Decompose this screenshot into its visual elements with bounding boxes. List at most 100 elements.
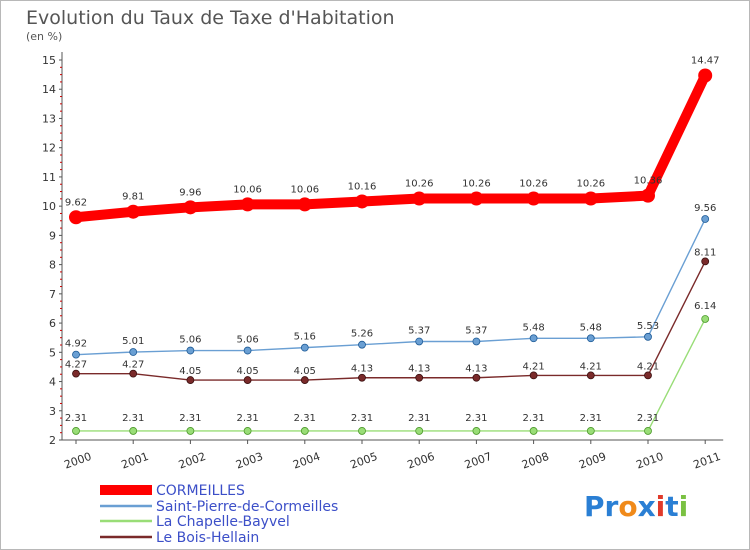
legend-label: Saint-Pierre-de-Cormeilles (156, 499, 338, 515)
x-tick-label: 2006 (406, 450, 437, 472)
data-label: 2.31 (122, 413, 144, 424)
data-point (644, 427, 652, 435)
data-label: 10.26 (405, 179, 434, 190)
x-tick-label: 2002 (177, 450, 208, 472)
data-label: 10.36 (634, 176, 663, 187)
data-label: 2.31 (522, 413, 544, 424)
data-label: 5.06 (236, 335, 258, 346)
data-point (412, 191, 427, 206)
y-tick-label: 5 (49, 346, 56, 359)
y-tick-label: 4 (49, 376, 56, 389)
data-label: 4.13 (465, 364, 487, 375)
x-tick-label: 2007 (463, 450, 494, 472)
data-label: 5.16 (294, 332, 316, 343)
data-point (472, 427, 481, 435)
y-tick-label: 6 (49, 317, 56, 330)
data-point (701, 215, 710, 223)
proxiti-logo-text: Proxiti (584, 490, 688, 523)
x-tick-label: 2011 (692, 450, 723, 472)
data-point (644, 371, 652, 380)
data-label: 2.31 (580, 413, 602, 424)
data-point (415, 373, 424, 382)
data-point (701, 315, 710, 323)
data-label: 2.31 (236, 413, 258, 424)
data-point (472, 337, 481, 346)
data-label: 4.05 (236, 366, 258, 377)
y-tick-label: 3 (49, 405, 56, 418)
data-point (526, 191, 541, 206)
data-point (186, 376, 195, 384)
data-point (72, 350, 80, 359)
data-point (69, 210, 83, 225)
y-tick-label: 12 (42, 142, 56, 155)
y-tick-label: 13 (42, 112, 56, 125)
data-label: 4.92 (65, 339, 87, 350)
data-point (641, 188, 655, 203)
data-label: 9.96 (179, 187, 201, 198)
data-point (186, 427, 195, 435)
y-tick-label: 15 (42, 54, 56, 67)
data-point (469, 191, 484, 206)
data-point (529, 371, 538, 380)
x-tick-label: 2001 (120, 450, 151, 472)
data-label: 9.81 (122, 192, 144, 203)
data-label: 2.31 (637, 413, 659, 424)
y-tick-label: 14 (42, 83, 56, 96)
data-label: 2.31 (465, 413, 487, 424)
data-label: 5.06 (179, 335, 201, 346)
x-tick-label: 2004 (291, 450, 322, 472)
y-tick-label: 8 (49, 259, 56, 272)
data-point (243, 346, 252, 355)
data-label: 2.31 (351, 413, 373, 424)
data-label: 2.31 (179, 413, 201, 424)
data-point (240, 197, 255, 212)
data-label: 5.53 (637, 321, 659, 332)
data-point (297, 197, 312, 212)
data-label: 4.21 (522, 361, 544, 372)
data-label: 4.27 (65, 360, 87, 371)
data-point (183, 200, 198, 215)
data-point (355, 194, 369, 209)
data-point (701, 257, 710, 266)
y-tick-label: 9 (49, 229, 56, 242)
data-label: 4.13 (408, 364, 430, 375)
data-label: 4.21 (637, 361, 659, 372)
data-label: 9.56 (694, 203, 716, 214)
data-point (358, 427, 366, 435)
data-label: 5.48 (522, 322, 544, 333)
axes: 2 3 4 5 6 7 8 9 10 11 12 13 14 15 2000 2001 2002 2003 2004… (42, 52, 724, 472)
data-point (415, 427, 424, 435)
data-label: 10.26 (519, 179, 548, 190)
data-label: 5.37 (465, 325, 487, 336)
data-point (129, 348, 138, 356)
data-labels: 9.62 9.81 9.96 10.06 10.06 10.16 10.26 10.26 10.… (65, 55, 720, 423)
data-point (129, 369, 138, 378)
x-tick-label: 2010 (634, 450, 665, 472)
data-point (358, 340, 366, 349)
y-tick-label: 10 (42, 200, 56, 213)
legend-label: CORMEILLES (156, 483, 245, 499)
data-point (186, 346, 195, 355)
series-line-1 (75, 218, 706, 356)
data-label: 4.05 (179, 366, 201, 377)
data-point (243, 427, 252, 435)
data-label: 8.11 (694, 247, 716, 258)
data-point (472, 373, 481, 382)
data-point (72, 369, 80, 378)
data-label: 4.13 (351, 364, 373, 375)
x-tick-label: 2005 (348, 450, 379, 472)
data-point (586, 334, 595, 343)
series-lines (69, 68, 713, 435)
data-label: 5.26 (351, 329, 373, 340)
x-tick-label: 2009 (577, 450, 608, 472)
data-label: 10.16 (348, 181, 377, 192)
y-tick-label: 2 (49, 434, 56, 447)
data-label: 5.37 (408, 325, 430, 336)
data-point (300, 376, 309, 384)
data-label: 2.31 (294, 413, 316, 424)
data-label: 4.05 (294, 366, 316, 377)
data-label: 6.14 (694, 301, 716, 312)
